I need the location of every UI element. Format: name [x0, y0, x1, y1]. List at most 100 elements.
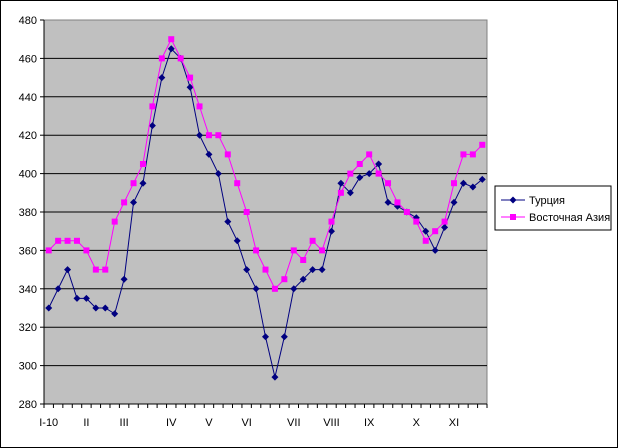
data-point	[431, 246, 439, 254]
data-point	[92, 304, 100, 312]
data-point	[149, 103, 156, 110]
data-point	[469, 183, 477, 191]
gridlines	[44, 57, 487, 367]
data-point	[469, 151, 476, 158]
series-2	[45, 36, 486, 292]
data-point	[365, 170, 373, 178]
data-point	[205, 150, 213, 158]
data-point	[451, 180, 458, 187]
data-point	[130, 180, 137, 187]
y-tick-label: 440	[19, 92, 37, 104]
data-point	[262, 266, 269, 273]
data-point	[346, 189, 354, 197]
y-tick-label: 360	[19, 245, 37, 257]
data-point	[215, 132, 222, 139]
data-point	[290, 247, 297, 254]
data-point	[92, 266, 99, 273]
data-point	[187, 74, 194, 81]
data-point	[130, 198, 138, 206]
x-tick-label: IX	[364, 417, 375, 429]
y-tick-label: 420	[19, 130, 37, 142]
data-point	[73, 294, 81, 302]
x-tick-label: II	[83, 417, 89, 429]
data-point	[478, 175, 486, 183]
x-tick-label: IV	[166, 417, 177, 429]
data-point	[148, 122, 156, 130]
data-point	[299, 275, 307, 283]
data-point	[441, 218, 448, 225]
data-point	[243, 266, 251, 274]
data-point	[102, 266, 109, 273]
data-point	[139, 179, 147, 187]
data-point	[167, 45, 175, 53]
data-point	[111, 310, 119, 318]
data-point	[422, 237, 429, 244]
data-point	[356, 173, 364, 181]
data-point	[366, 151, 373, 158]
y-tick-label: 340	[19, 284, 37, 296]
data-point	[54, 285, 62, 293]
data-point	[101, 304, 109, 312]
x-tick-label: I-10	[39, 417, 58, 429]
y-axis-ticks: 280 300 320 340 360 380 400 420 440 460 480	[19, 15, 45, 411]
legend-box	[494, 185, 612, 231]
data-point	[73, 237, 80, 244]
data-point	[327, 227, 335, 235]
x-tick-label: V	[205, 417, 213, 429]
data-point	[224, 218, 232, 226]
y-tick-label: 400	[19, 169, 37, 181]
data-point	[413, 218, 420, 225]
y-tick-label: 280	[19, 399, 37, 411]
data-point	[318, 266, 326, 274]
data-point	[281, 276, 288, 283]
data-point	[224, 151, 231, 158]
data-point	[347, 170, 354, 177]
data-point	[290, 285, 298, 293]
y-tick-label: 300	[19, 361, 37, 373]
x-tick-label: XI	[449, 417, 459, 429]
data-point	[158, 74, 166, 82]
data-point	[375, 160, 383, 168]
y-tick-label: 320	[19, 322, 37, 334]
data-point	[196, 131, 204, 139]
data-point	[280, 333, 288, 341]
x-tick-label: VII	[287, 417, 300, 429]
data-point	[252, 285, 260, 293]
data-point	[214, 170, 222, 178]
legend-marker	[509, 196, 517, 204]
x-tick-label: X	[413, 417, 421, 429]
data-point	[64, 266, 72, 274]
data-point	[253, 247, 260, 254]
data-point	[403, 209, 410, 215]
data-point	[309, 237, 316, 244]
data-point	[441, 223, 449, 231]
data-point	[262, 333, 269, 341]
data-point	[82, 294, 90, 302]
data-point	[158, 55, 165, 62]
data-point	[432, 228, 439, 235]
data-point	[356, 161, 363, 167]
data-point	[45, 247, 52, 254]
data-point	[111, 218, 118, 225]
data-point	[309, 266, 317, 274]
data-point	[337, 179, 345, 187]
data-point	[460, 151, 467, 158]
data-point	[168, 36, 175, 43]
data-point	[205, 132, 212, 139]
data-point	[479, 141, 486, 148]
data-point	[55, 237, 62, 244]
data-point	[459, 179, 467, 187]
x-tick-label: VI	[241, 417, 251, 429]
data-point	[384, 198, 392, 206]
x-tick-label: VIII	[323, 417, 340, 429]
data-point	[139, 161, 146, 167]
data-point	[271, 373, 279, 381]
y-tick-label: 380	[19, 207, 37, 219]
data-point	[422, 227, 430, 235]
data-point	[234, 180, 241, 187]
data-point	[328, 218, 335, 225]
data-point	[177, 55, 184, 62]
data-point	[120, 275, 128, 283]
data-point	[337, 189, 344, 196]
legend-label: Восточная Азия	[529, 212, 610, 224]
